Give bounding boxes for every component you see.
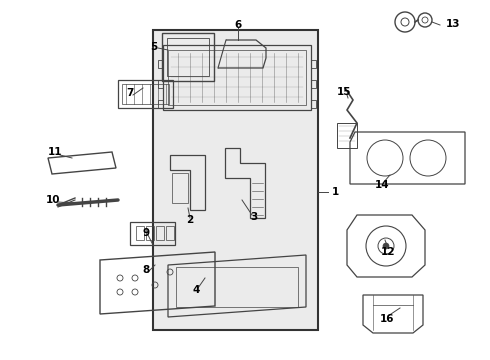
Text: 14: 14 — [375, 180, 390, 190]
Text: 3: 3 — [250, 212, 258, 222]
Bar — [163, 45, 311, 110]
Bar — [158, 100, 163, 108]
Text: 15: 15 — [337, 87, 351, 97]
Bar — [158, 80, 163, 88]
Text: 16: 16 — [380, 314, 394, 324]
Text: 12: 12 — [381, 247, 395, 257]
Bar — [156, 226, 164, 240]
Bar — [166, 226, 174, 240]
Bar — [168, 50, 306, 105]
Text: 13: 13 — [446, 19, 461, 29]
Text: 8: 8 — [143, 265, 149, 275]
Text: 7: 7 — [126, 88, 134, 98]
Bar — [122, 84, 169, 104]
Text: 11: 11 — [48, 147, 62, 157]
Text: 10: 10 — [46, 195, 60, 205]
Bar — [172, 173, 188, 203]
Text: 5: 5 — [150, 42, 158, 52]
Bar — [162, 33, 214, 81]
Text: 9: 9 — [143, 228, 149, 238]
Text: 1: 1 — [332, 187, 339, 197]
Circle shape — [383, 243, 389, 249]
Bar — [311, 60, 316, 68]
Bar — [118, 80, 173, 108]
Bar — [337, 123, 357, 148]
Bar — [176, 267, 298, 307]
Bar — [311, 100, 316, 108]
Bar — [136, 226, 144, 240]
Bar — [167, 38, 209, 76]
Text: 6: 6 — [234, 20, 242, 30]
Bar — [153, 30, 318, 330]
Text: 2: 2 — [186, 215, 194, 225]
Bar — [311, 80, 316, 88]
Bar — [146, 226, 154, 240]
Text: 4: 4 — [192, 285, 200, 295]
Bar — [158, 60, 163, 68]
